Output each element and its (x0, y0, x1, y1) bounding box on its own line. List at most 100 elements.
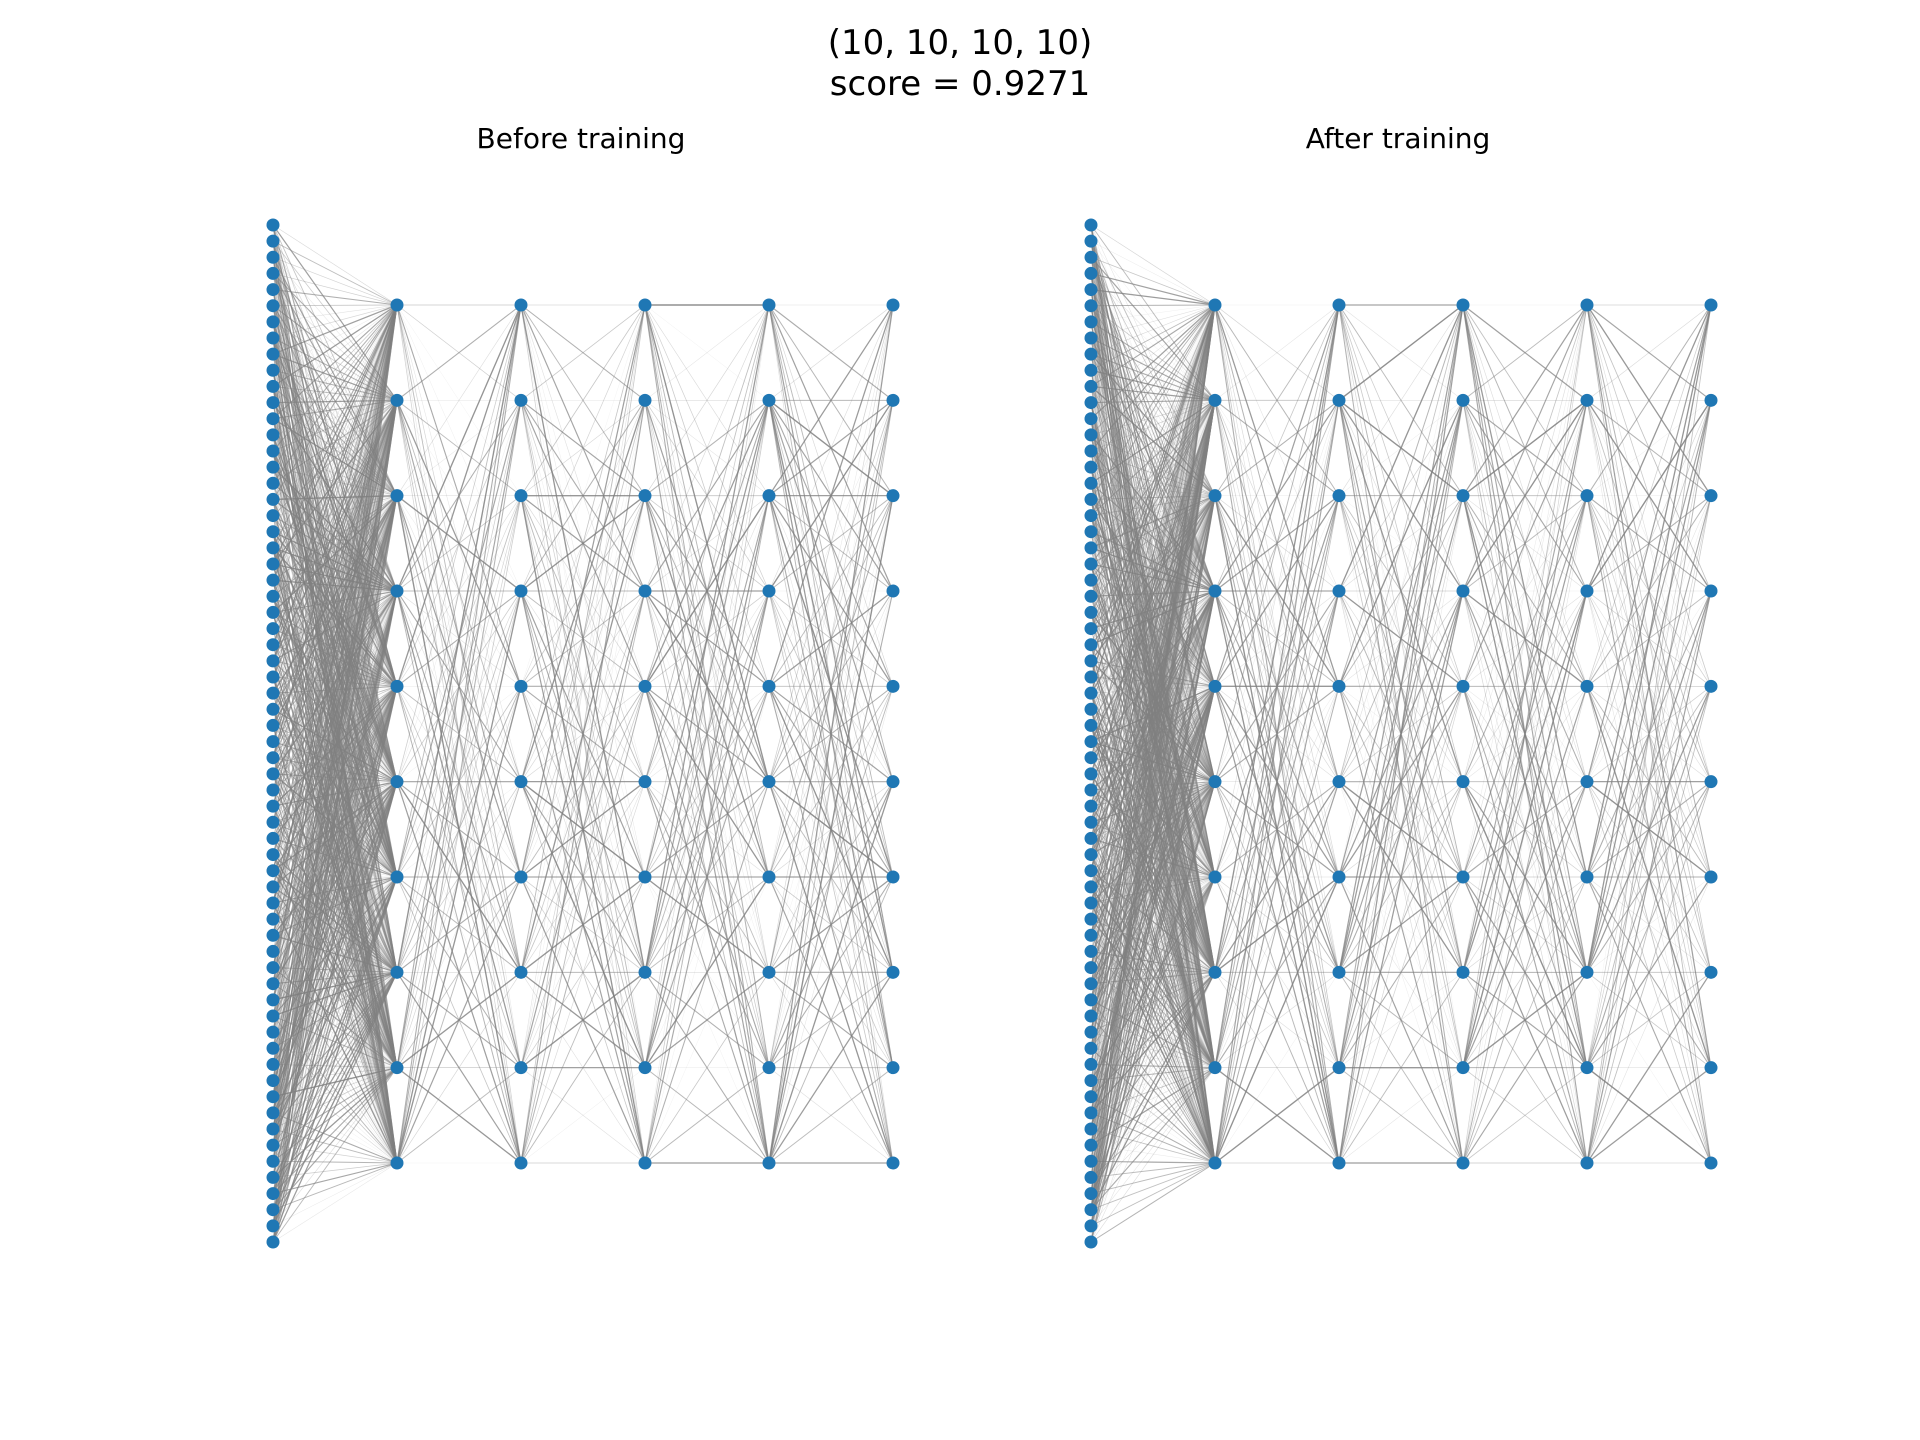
edge (1090, 972, 1216, 1243)
edge (272, 304, 398, 532)
edge (644, 495, 770, 1164)
input-node (1084, 1041, 1098, 1055)
edge (1090, 590, 1216, 936)
edge (396, 304, 522, 973)
edge (1090, 686, 1216, 968)
edge (1090, 304, 1216, 887)
edge (272, 304, 398, 887)
edge (1090, 590, 1216, 952)
input-node (266, 283, 280, 297)
edge (272, 1162, 398, 1227)
hidden-node (390, 489, 404, 503)
edge (520, 400, 646, 973)
edge (1586, 781, 1712, 1164)
figure-title-score: score = 0.9271 (829, 64, 1091, 104)
edge (272, 304, 398, 774)
edge (396, 972, 522, 1164)
edge (1090, 686, 1216, 1033)
edge (1090, 686, 1216, 1162)
input-node (1084, 589, 1098, 603)
edge (1090, 304, 1216, 984)
edge (1090, 304, 1216, 548)
hidden-node (1208, 1061, 1222, 1075)
edge (644, 304, 770, 401)
edge (1214, 781, 1340, 1164)
input-node (1084, 1203, 1098, 1217)
edge (272, 304, 398, 742)
input-node (1084, 880, 1098, 894)
hidden-node (638, 584, 652, 598)
hidden-node (1332, 1156, 1346, 1170)
edge (1090, 304, 1216, 468)
hidden-node (1580, 1061, 1594, 1075)
edge (768, 399, 894, 497)
edge (1462, 495, 1588, 1164)
input-node (266, 880, 280, 894)
input-node (1084, 1025, 1098, 1039)
input-node (266, 1106, 280, 1120)
edge (1586, 971, 1712, 1164)
input-node (266, 1154, 280, 1168)
edge (1090, 304, 1216, 436)
edge (272, 972, 398, 1227)
hidden-node (638, 489, 652, 503)
edge (1338, 304, 1464, 1068)
edge (644, 304, 770, 1164)
edge (1214, 1067, 1340, 1164)
edge (1090, 400, 1216, 1243)
input-node (266, 1041, 280, 1055)
edge (272, 304, 398, 1000)
hidden-node (1332, 965, 1346, 979)
edge (1090, 590, 1216, 1097)
hidden-node (390, 584, 404, 598)
edge (1214, 495, 1340, 1164)
edge (1090, 1067, 1216, 1243)
input-node (1084, 525, 1098, 539)
edge (272, 547, 398, 1068)
edge (1090, 304, 1216, 1226)
edge (272, 354, 398, 592)
edge (1090, 304, 1216, 871)
input-node (1084, 1170, 1098, 1184)
edge (520, 304, 646, 973)
edge (1462, 590, 1588, 1164)
input-node (266, 1074, 280, 1088)
hidden-node (1456, 679, 1470, 693)
edge (1090, 337, 1216, 592)
edge (272, 304, 398, 323)
input-node (266, 622, 280, 636)
edge (1338, 1067, 1464, 1164)
edge (1090, 590, 1216, 694)
edge (272, 370, 398, 782)
edge (272, 1067, 398, 1178)
edge (1090, 304, 1216, 516)
edge (272, 304, 398, 1194)
edge (1338, 304, 1464, 592)
hidden-node (514, 965, 528, 979)
edge (1090, 304, 1216, 791)
edge (396, 304, 522, 496)
edge (1090, 876, 1216, 1178)
edge (1090, 483, 1216, 1068)
input-node (1084, 686, 1098, 700)
edge (1090, 972, 1216, 1130)
edge (1090, 400, 1216, 532)
input-node (1084, 928, 1098, 942)
input-node (266, 379, 280, 393)
input-node (1084, 993, 1098, 1007)
edge (272, 386, 398, 782)
edge (272, 972, 398, 1178)
input-node (1084, 848, 1098, 862)
edge (1090, 983, 1216, 1068)
hidden-node (1704, 1061, 1718, 1075)
edge (1090, 531, 1216, 1164)
hidden-node (1580, 584, 1594, 598)
hidden-node (638, 1061, 652, 1075)
edge (272, 321, 398, 687)
input-node (266, 509, 280, 523)
edges-before (272, 224, 894, 1243)
edge (644, 1067, 770, 1164)
edge (1090, 304, 1216, 1146)
edge (1090, 400, 1216, 984)
